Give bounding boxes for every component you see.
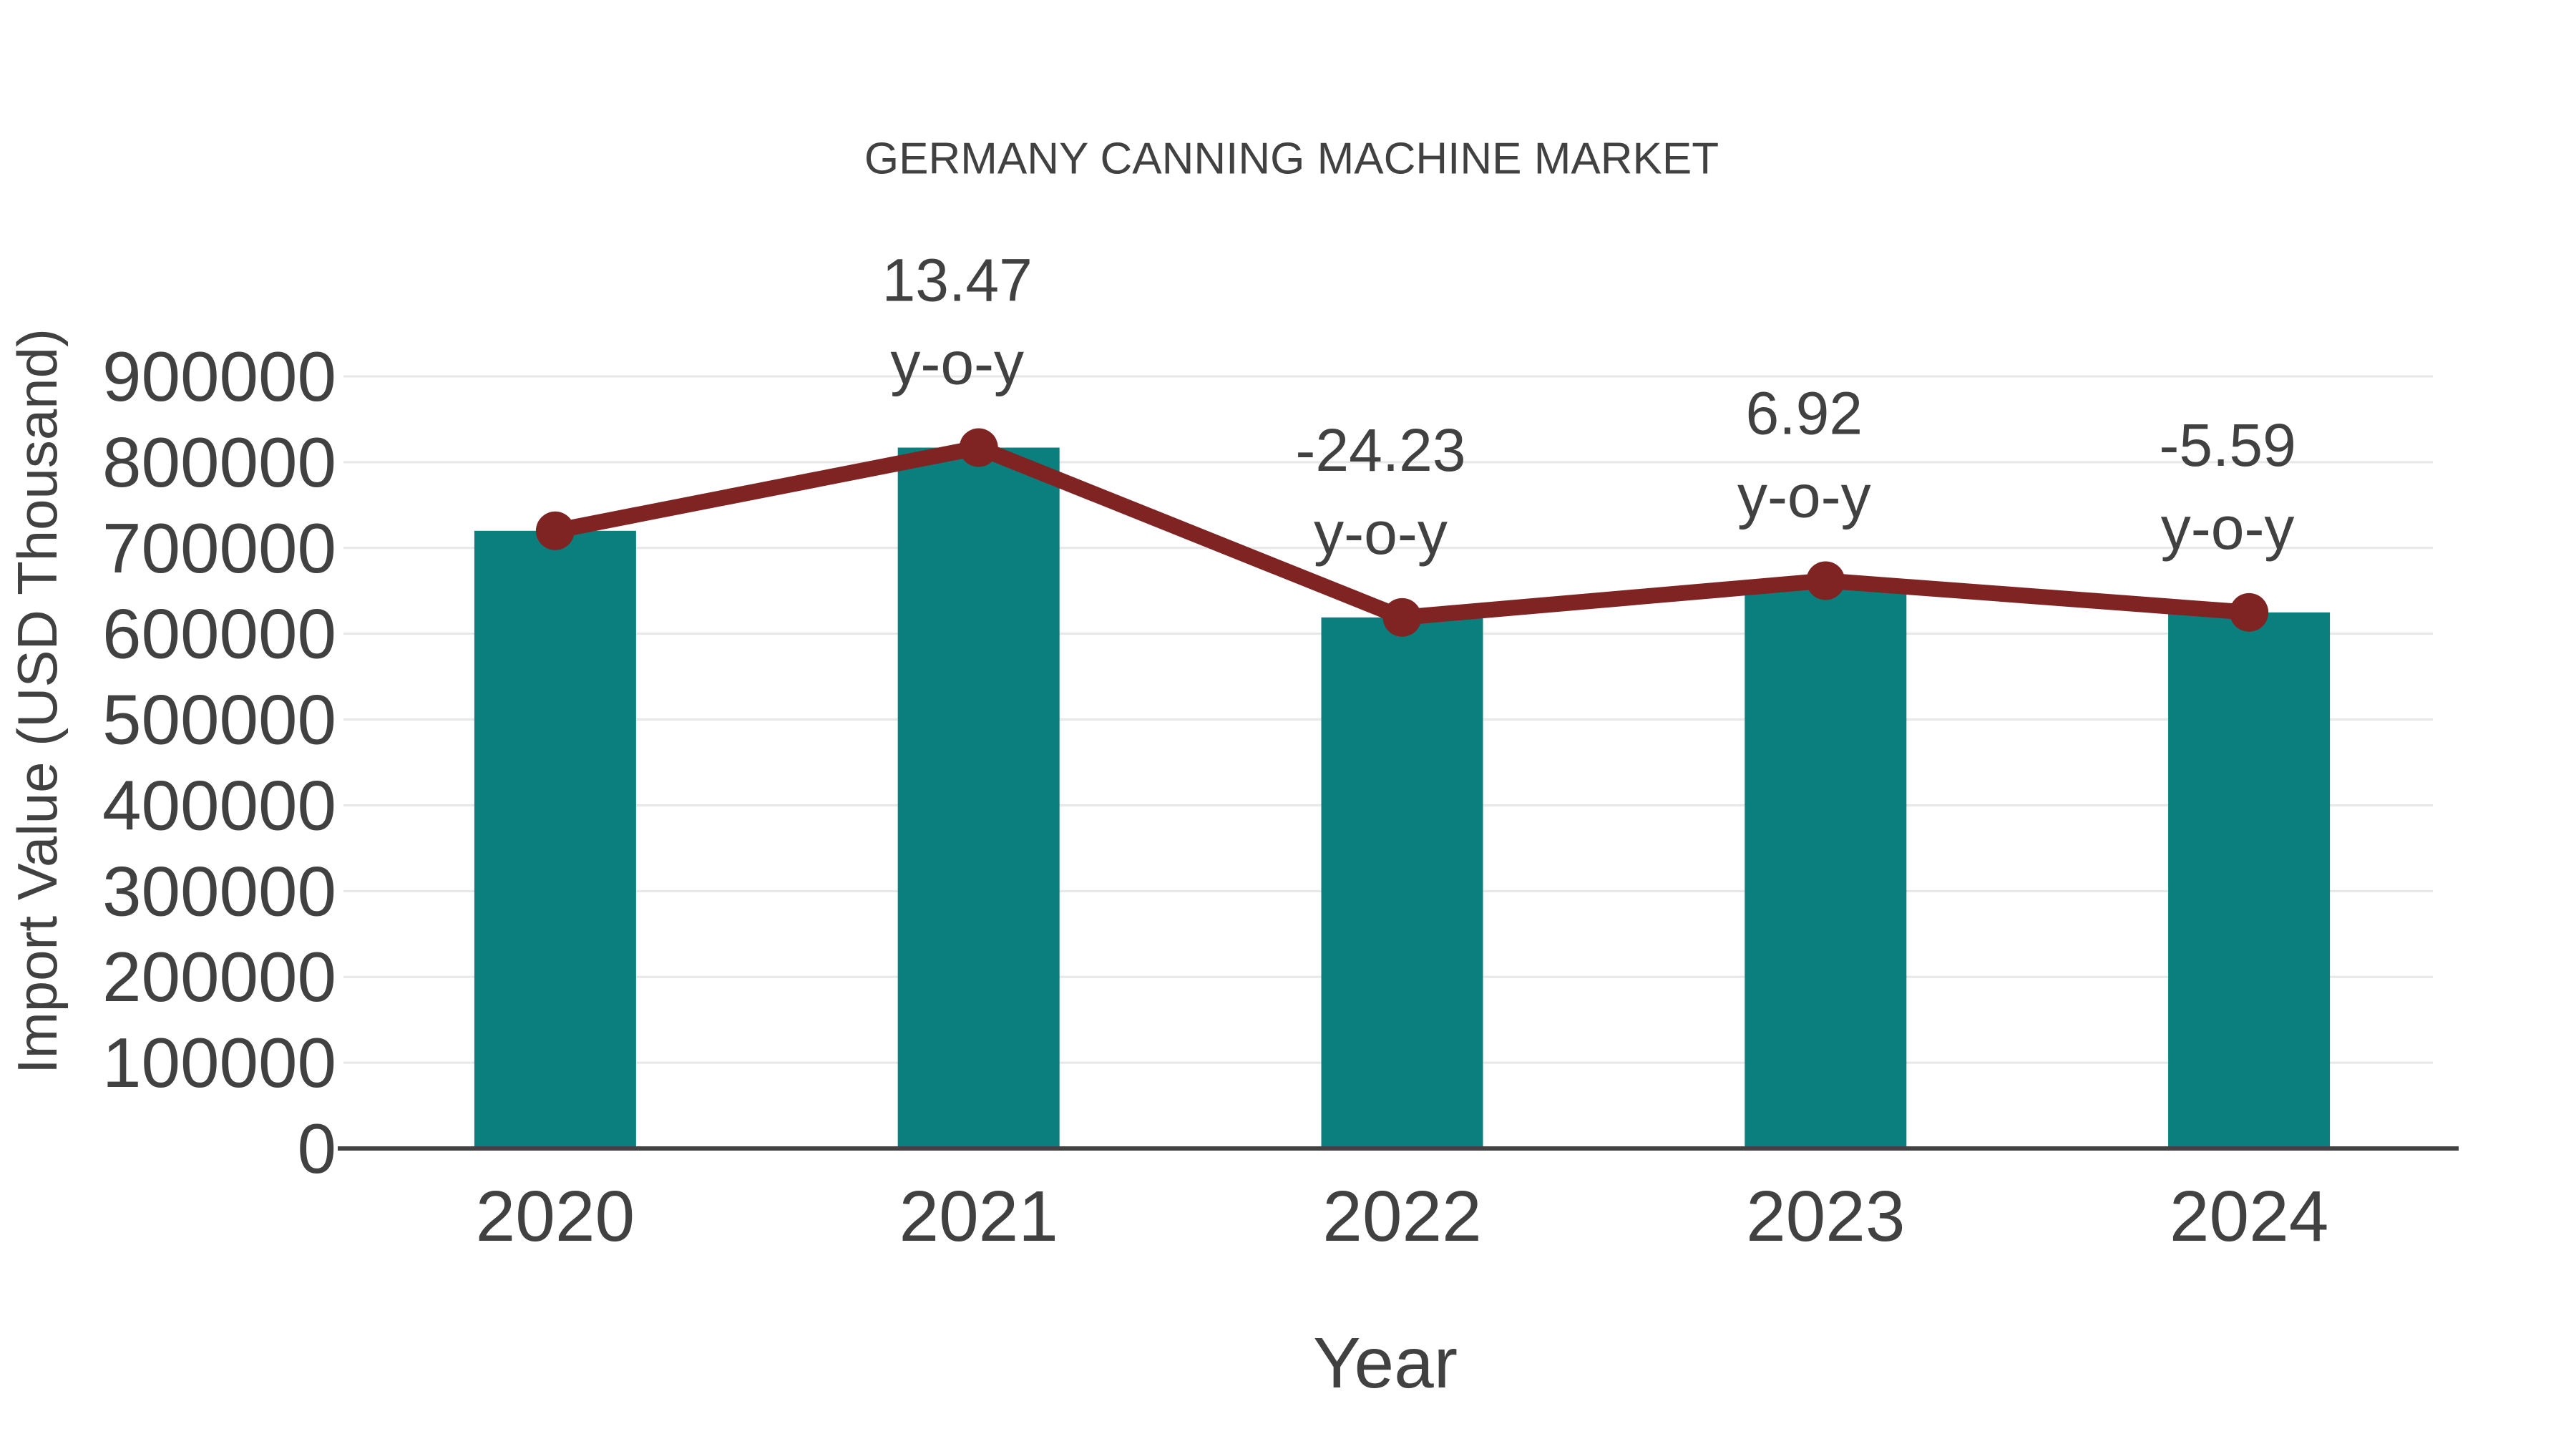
import-value-bars (474, 447, 2331, 1148)
x-tick-label-2021: 2021 (899, 1176, 1058, 1257)
y-tick-label-100000: 100000 (102, 1023, 336, 1102)
y-tick-label-500000: 500000 (102, 680, 336, 759)
y-tick-label-700000: 700000 (102, 509, 336, 587)
trend-marker-2024 (2230, 592, 2269, 632)
annotation-value-2024: -5.59 (2159, 411, 2296, 479)
y-tick-label-300000: 300000 (102, 852, 336, 930)
bar-2023 (1745, 580, 1907, 1148)
y-tick-label-800000: 800000 (102, 423, 336, 502)
y-tick-label-600000: 600000 (102, 595, 336, 673)
yoy-annotations: 13.47 y-o-y -24.23 y-o-y 6.92 y-o-y -5.59 y-o-y (882, 247, 2296, 567)
annotation-value-2021: 13.47 (882, 247, 1033, 314)
x-tick-label-2020: 2020 (476, 1176, 635, 1257)
annotation-value-2023: 6.92 (1746, 379, 1863, 447)
y-tick-label-0: 0 (297, 1109, 336, 1188)
annotation-yoy-2023: y-o-y (1737, 462, 1871, 530)
annotation-value-2022: -24.23 (1295, 416, 1465, 484)
x-axis-tick-labels: 2020 2021 2022 2023 2024 (476, 1176, 2329, 1257)
y-tick-label-400000: 400000 (102, 766, 336, 844)
x-axis-title: Year (1313, 1323, 1458, 1403)
x-tick-label-2024: 2024 (2170, 1176, 2328, 1257)
y-tick-label-900000: 900000 (102, 337, 336, 416)
trend-marker-2022 (1382, 597, 1422, 637)
bar-2022 (1321, 617, 1483, 1148)
trend-marker-2021 (959, 428, 998, 467)
x-tick-label-2022: 2022 (1322, 1176, 1481, 1257)
annotation-yoy-2024: y-o-y (2161, 494, 2295, 562)
y-axis-title: Import Value (USD Thousand) (6, 328, 69, 1074)
y-tick-label-200000: 200000 (102, 937, 336, 1016)
chart-title: GERMANY CANNING MACHINE MARKET (864, 135, 1719, 184)
annotation-yoy-2021: y-o-y (890, 330, 1024, 397)
annotation-yoy-2022: y-o-y (1314, 499, 1448, 567)
x-tick-label-2023: 2023 (1746, 1176, 1905, 1257)
trend-marker-2020 (535, 511, 575, 550)
trend-line-series (535, 428, 2269, 637)
bar-2024 (2168, 612, 2331, 1148)
bar-2021 (897, 447, 1060, 1148)
trend-marker-2023 (1806, 561, 1845, 600)
bar-2020 (474, 530, 636, 1148)
